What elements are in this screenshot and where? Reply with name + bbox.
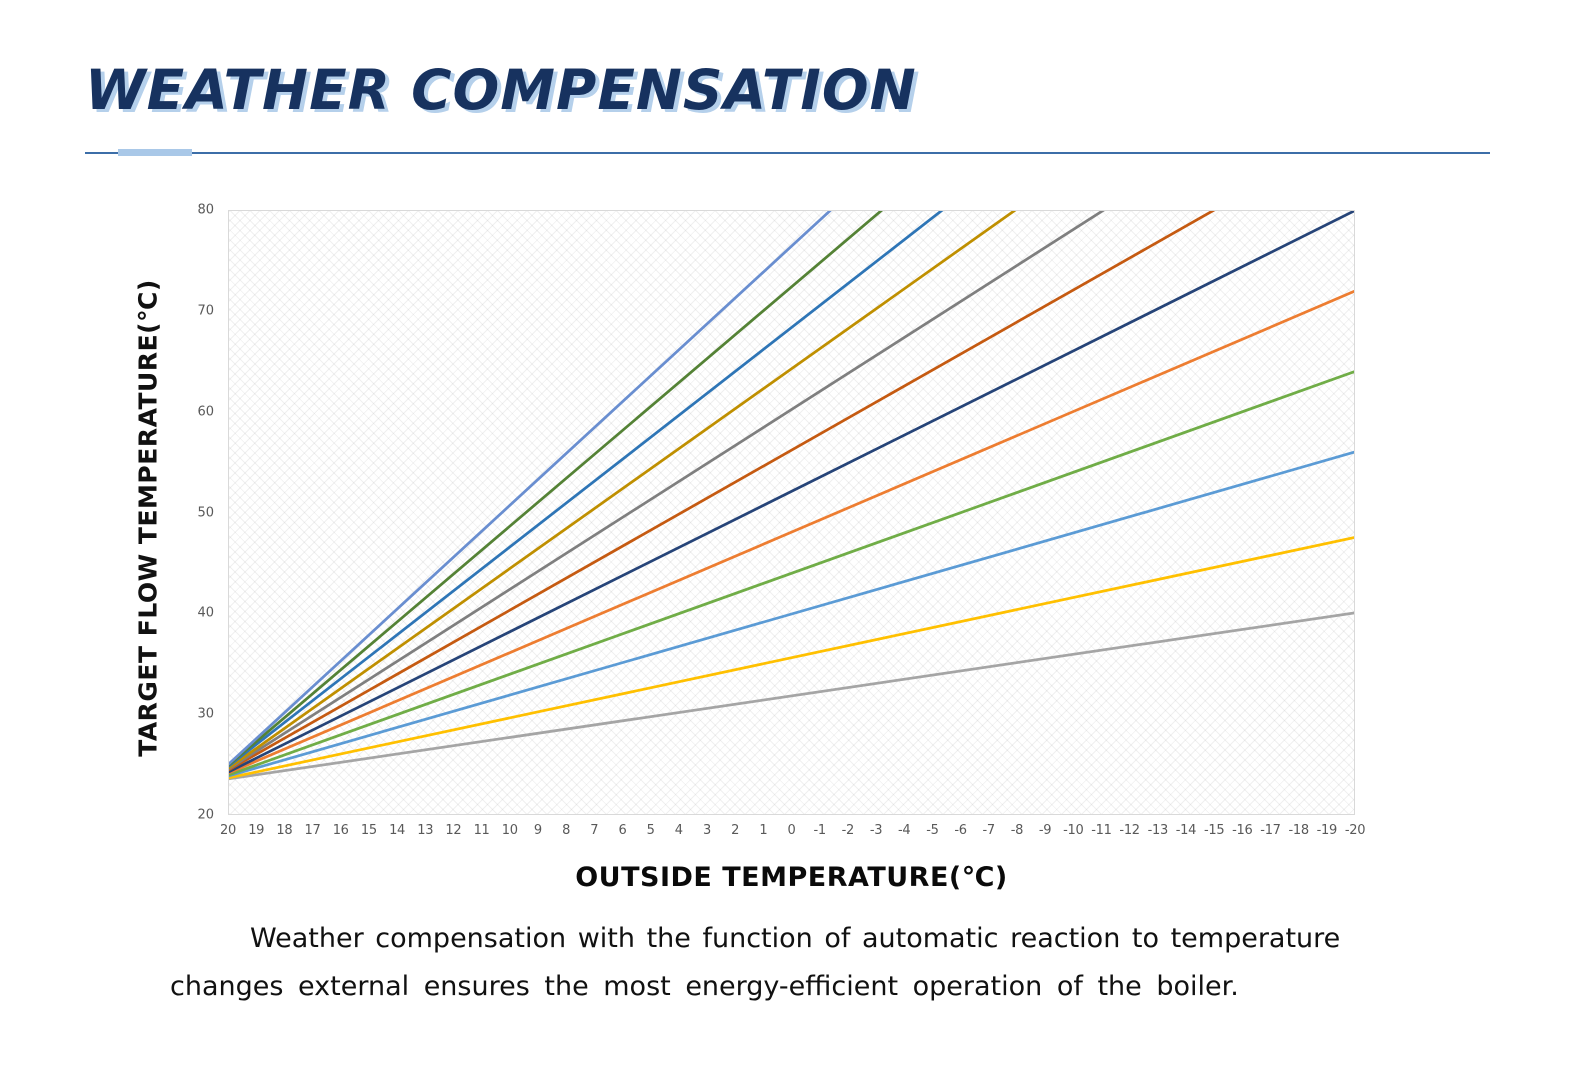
x-tick-label: 17 [304,823,321,838]
caption-line-1: Weather compensation with the function o… [250,923,1341,954]
x-tick-label: -4 [898,823,911,838]
x-tick-label: 7 [590,823,599,838]
x-tick-label: -19 [1316,823,1338,838]
x-tick-label: 13 [417,823,434,838]
y-axis-ticks: 80 70 60 50 40 30 20 [168,203,214,823]
x-tick-label: -6 [954,823,967,838]
title-underline [85,152,1490,154]
x-tick-label: 1 [759,823,768,838]
y-tick-label: 70 [197,303,214,319]
x-tick-label: -7 [982,823,996,838]
weather-compensation-chart: TARGET FLOW TEMPERATURE(℃) 80 70 60 50 40 30 2… [133,203,1366,894]
x-tick-label: -14 [1175,823,1197,838]
x-tick-label: 4 [674,823,683,838]
x-tick-label: -9 [1038,823,1052,838]
series-line-curve-9 [229,211,1017,770]
x-tick-label: 8 [562,823,571,838]
x-tick-label: 9 [533,823,542,838]
x-tick-label: 10 [501,823,518,838]
x-tick-label: 11 [473,823,490,838]
series-line-curve-5 [229,290,1354,775]
x-tick-label: -12 [1119,823,1140,838]
caption-line-2: changes external ensures the most energy… [170,971,1239,1002]
x-tick-label: 14 [389,823,406,838]
series-line-curve-12 [229,211,832,766]
x-tick-label: 15 [360,823,377,838]
plot-area [228,210,1355,815]
x-tick-label: -18 [1288,823,1309,838]
series-line-curve-10 [229,211,944,768]
title-underline-accent [118,149,192,156]
series-line-curve-4 [229,370,1354,777]
chart-svg [229,211,1354,781]
x-tick-label: -2 [841,823,855,838]
x-tick-label: -16 [1232,823,1253,838]
series-line-curve-11 [229,211,883,767]
series-line-curve-6 [229,211,1354,774]
x-tick-label: -8 [1010,823,1024,838]
series-line-curve-1 [229,611,1354,781]
series-line-curve-3 [229,450,1354,778]
x-tick-label: -3 [869,823,883,838]
x-tick-label: 6 [618,823,627,838]
series-line-curve-2 [229,536,1354,780]
y-tick-label: 80 [197,202,214,218]
x-tick-label: 12 [445,823,462,838]
x-tick-label: 16 [332,823,349,838]
x-tick-label: 0 [787,823,796,838]
caption: Weather compensation with the function o… [170,915,1390,1011]
x-tick-label: 19 [248,823,265,838]
y-axis-title: TARGET FLOW TEMPERATURE(℃) [133,279,163,757]
x-tick-label: 5 [646,823,655,838]
x-axis-title: OUTSIDE TEMPERATURE(℃) [575,862,1008,893]
x-tick-label: 18 [276,823,293,838]
y-tick-label: 50 [197,505,214,520]
page-title: WEATHER COMPENSATION [85,58,917,122]
x-tick-label: -10 [1063,823,1084,838]
x-tick-label: -1 [813,823,826,838]
y-tick-label: 30 [197,706,214,722]
x-tick-label: -5 [926,823,939,838]
x-tick-label: 2 [731,823,740,838]
x-tick-label: -17 [1260,823,1281,838]
x-tick-label: -13 [1147,823,1169,838]
x-axis-ticks: 20 19 18 17 16 15 14 13 12 11 10 9 8 7 6 5 4 3 2 1 0 -1 -2 -3 -4… [220,823,1365,843]
x-tick-label: -11 [1091,823,1112,838]
series-line-curve-8 [229,211,1105,771]
y-tick-label: 20 [197,807,214,823]
x-tick-label: -20 [1344,823,1366,838]
x-tick-label: 20 [220,823,236,838]
series-line-curve-7 [229,211,1216,772]
x-tick-label: -15 [1203,823,1225,838]
x-tick-label: 3 [702,823,711,838]
y-tick-label: 60 [197,404,214,420]
y-tick-label: 40 [197,605,214,621]
